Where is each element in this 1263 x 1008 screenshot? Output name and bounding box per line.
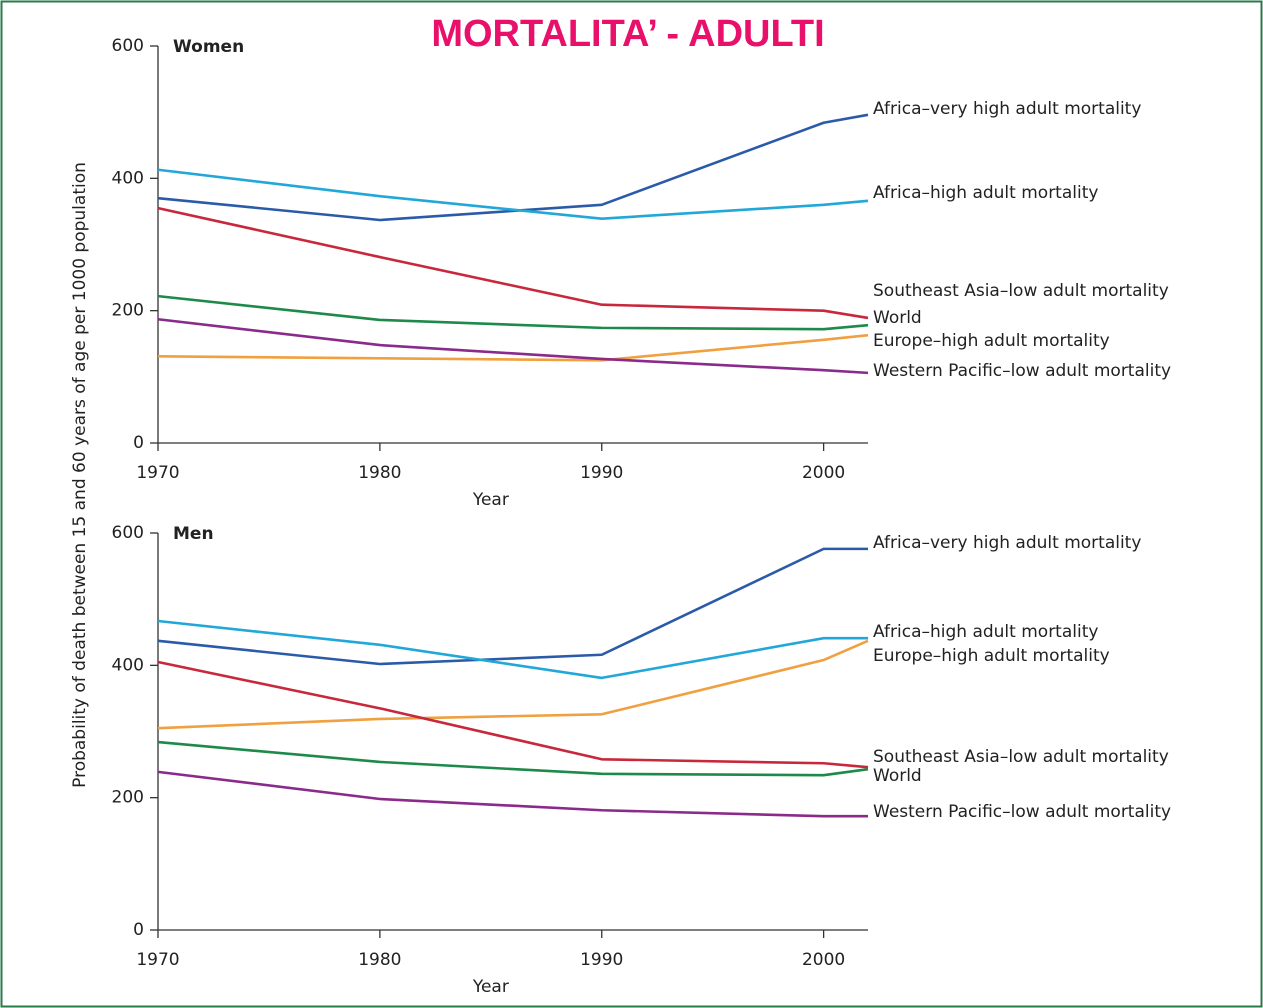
- series-label: Africa–high adult mortality: [873, 183, 1098, 203]
- series-line: [157, 317, 869, 375]
- x-tick-label: 1990: [580, 463, 623, 483]
- x-tick-label: 2000: [802, 463, 845, 483]
- series-label: Southeast Asia–low adult mortality: [873, 281, 1169, 301]
- series-line: [157, 660, 869, 769]
- x-tick-label: 2000: [802, 950, 845, 970]
- series-label: World: [873, 308, 922, 328]
- y-tick-label: 400: [112, 655, 144, 675]
- x-tick-label: 1970: [136, 463, 179, 483]
- y-tick-label: 600: [112, 36, 144, 56]
- series-line: [157, 740, 869, 777]
- axis-line: [157, 46, 868, 444]
- panel-title: Women: [173, 37, 244, 57]
- x-tick-label: 1990: [580, 950, 623, 970]
- series-line: [157, 333, 869, 362]
- series-label: Western Pacific–low adult mortality: [873, 361, 1171, 381]
- x-tick-label: 1980: [358, 463, 401, 483]
- series-label: Africa–very high adult mortality: [873, 533, 1141, 553]
- series-label: Western Pacific–low adult mortality: [873, 802, 1171, 822]
- y-axis-label: Probability of death between 15 and 60 y…: [70, 162, 90, 788]
- x-axis-label: Year: [472, 977, 509, 997]
- series-line: [157, 639, 869, 730]
- series-line: [157, 113, 869, 222]
- series-line: [157, 547, 868, 666]
- series-line: [157, 206, 869, 320]
- series-line: [157, 294, 869, 331]
- y-tick-label: 400: [112, 168, 144, 188]
- series-line: [157, 619, 868, 680]
- series-label: World: [873, 766, 922, 786]
- y-tick-label: 200: [112, 301, 144, 321]
- chart-title: MORTALITA’ - ADULTI: [431, 13, 824, 55]
- y-tick-label: 200: [112, 788, 144, 808]
- panel-title: Men: [173, 524, 214, 544]
- y-tick-label: 600: [112, 523, 144, 543]
- axis-line: [157, 533, 868, 931]
- series-label: Europe–high adult mortality: [873, 331, 1110, 351]
- y-tick-label: 0: [133, 433, 144, 453]
- x-tick-label: 1970: [136, 950, 179, 970]
- series-label: Europe–high adult mortality: [873, 646, 1110, 666]
- y-tick-label: 0: [133, 920, 144, 940]
- series-line: [157, 168, 869, 220]
- series-label: Southeast Asia–low adult mortality: [873, 747, 1169, 767]
- series-label: Africa–very high adult mortality: [873, 99, 1141, 119]
- x-tick-label: 1980: [358, 950, 401, 970]
- x-axis-label: Year: [472, 490, 509, 510]
- series-label: Africa–high adult mortality: [873, 622, 1098, 642]
- series-line: [157, 770, 868, 818]
